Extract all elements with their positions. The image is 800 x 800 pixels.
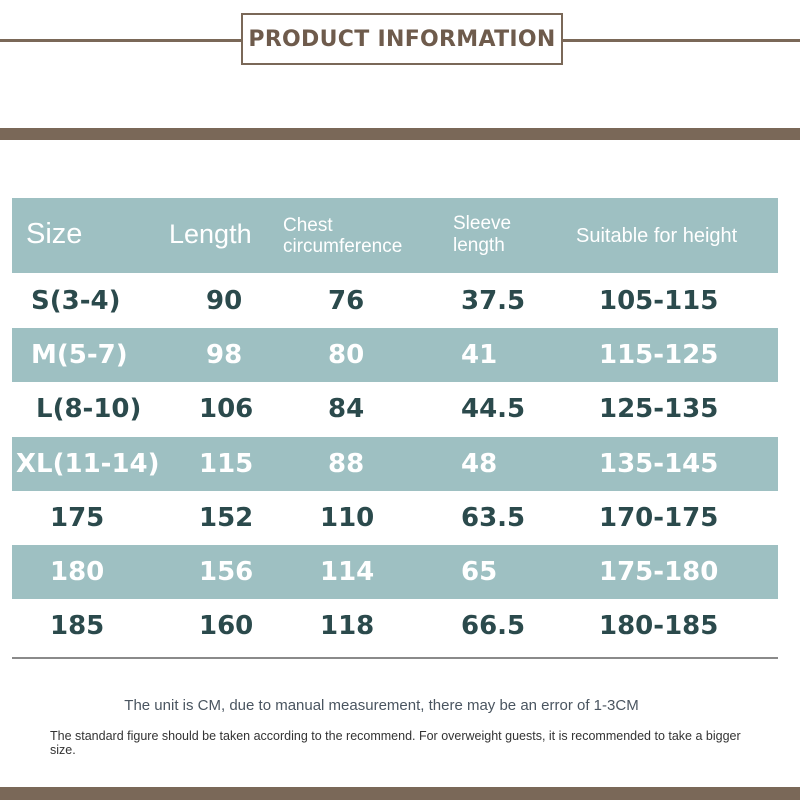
cell-length: 115 xyxy=(199,449,254,479)
cell-height: 115-125 xyxy=(599,340,719,370)
cell-sleeve: 66.5 xyxy=(461,611,526,641)
title-box: PRODUCT INFORMATION xyxy=(241,13,563,65)
page-title: PRODUCT INFORMATION xyxy=(248,26,556,52)
table-bottom-rule xyxy=(12,657,778,659)
header-size: Size xyxy=(26,218,83,250)
cell-sleeve: 48 xyxy=(461,449,498,479)
cell-sleeve: 37.5 xyxy=(461,286,526,316)
cell-length: 152 xyxy=(199,503,254,533)
unit-note: The unit is CM, due to manual measuremen… xyxy=(124,697,639,714)
header-chest: Chest circumference xyxy=(283,215,403,257)
cell-size: 175 xyxy=(50,503,105,533)
cell-height: 180-185 xyxy=(599,611,719,641)
header-length: Length xyxy=(169,219,252,249)
cell-length: 98 xyxy=(206,340,243,370)
cell-size: XL(11-14) xyxy=(16,449,160,479)
table-row: 180 156 114 65 175-180 xyxy=(12,545,778,599)
recommendation-note: The standard figure should be taken acco… xyxy=(50,729,741,757)
cell-chest: 80 xyxy=(328,340,365,370)
cell-chest: 76 xyxy=(328,286,365,316)
cell-height: 135-145 xyxy=(599,449,719,479)
cell-length: 106 xyxy=(199,394,254,424)
bottom-divider-bar xyxy=(0,787,800,800)
table-row: M(5-7) 98 80 41 115-125 xyxy=(12,328,778,382)
cell-sleeve: 41 xyxy=(461,340,498,370)
table-row: 175 152 110 63.5 170-175 xyxy=(12,491,778,545)
header-sleeve: Sleeve length xyxy=(453,213,512,256)
cell-chest: 118 xyxy=(320,611,375,641)
title-rule-right xyxy=(563,39,800,42)
cell-chest: 114 xyxy=(320,557,375,587)
cell-sleeve: 63.5 xyxy=(461,503,526,533)
cell-size: L(8-10) xyxy=(36,394,142,424)
cell-sleeve: 65 xyxy=(461,557,498,587)
table-row: XL(11-14) 115 88 48 135-145 xyxy=(12,437,778,491)
cell-chest: 84 xyxy=(328,394,365,424)
cell-size: S(3-4) xyxy=(31,286,121,316)
cell-sleeve: 44.5 xyxy=(461,394,526,424)
cell-size: M(5-7) xyxy=(31,340,128,370)
cell-height: 175-180 xyxy=(599,557,719,587)
cell-chest: 110 xyxy=(320,503,375,533)
table-row: S(3-4) 90 76 37.5 105-115 xyxy=(12,274,778,328)
cell-height: 105-115 xyxy=(599,286,719,316)
cell-height: 125-135 xyxy=(599,394,719,424)
top-divider-bar xyxy=(0,128,800,140)
header-height: Suitable for height xyxy=(576,225,738,247)
cell-length: 160 xyxy=(199,611,254,641)
cell-height: 170-175 xyxy=(599,503,719,533)
cell-length: 90 xyxy=(206,286,243,316)
table-row: 185 160 118 66.5 180-185 xyxy=(12,599,778,653)
cell-size: 180 xyxy=(50,557,105,587)
cell-length: 156 xyxy=(199,557,254,587)
cell-chest: 88 xyxy=(328,449,365,479)
title-rule-left xyxy=(0,39,241,42)
cell-size: 185 xyxy=(50,611,105,641)
table-header-row: Size Length Chest circumference Sleeve l… xyxy=(12,198,778,273)
table-row: L(8-10) 106 84 44.5 125-135 xyxy=(12,382,778,436)
